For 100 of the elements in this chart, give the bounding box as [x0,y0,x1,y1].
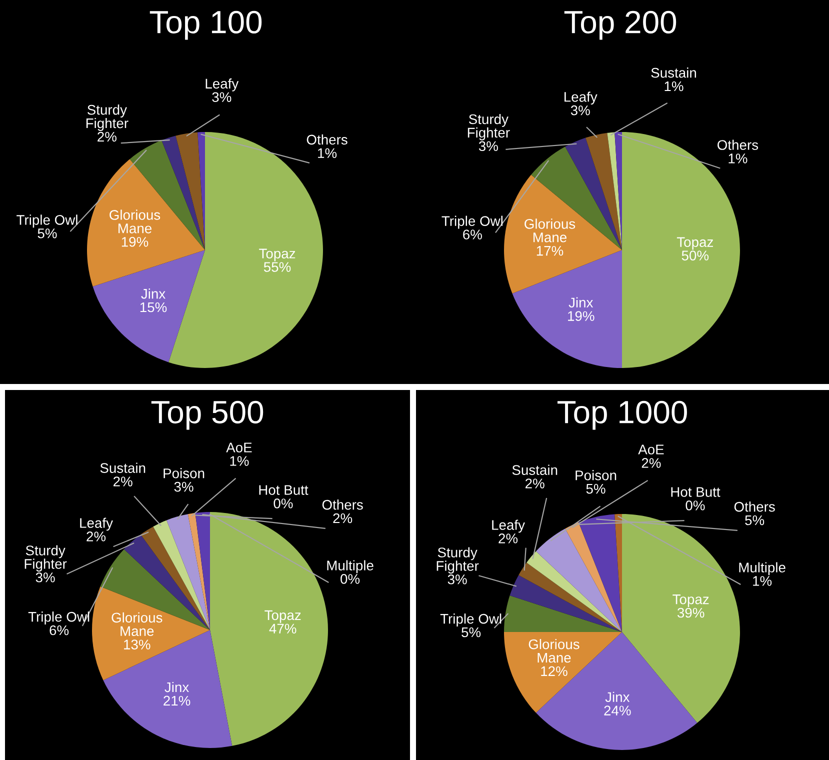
pie-slice [176,132,205,250]
data-label: 13% [124,640,150,650]
text: 0% [274,498,293,508]
slice-label: Leafy [80,518,113,531]
data-label: 19% [568,311,594,321]
slice-label: Sturdy Fighter [436,547,479,574]
pie-slice [162,136,205,250]
pie-slice [504,174,622,294]
data-label: 3% [36,572,55,582]
data-label: 2% [498,534,518,544]
data-label: 1% [753,576,772,586]
data-label: 17% [536,246,564,256]
data-label: 2% [98,132,116,142]
pie-slice [586,132,622,250]
data-label: 3% [448,574,467,584]
slice-label: Others [734,502,775,512]
data-label: 19% [122,236,148,247]
pie-slice [87,159,205,286]
pie-slice [188,512,210,630]
text: 0% [686,500,705,510]
data-label: 39% [677,608,704,618]
slice-label: Triple Owl [442,216,502,229]
pie-slice [565,522,622,632]
chart-title: Top 200 [564,10,676,40]
slice-label: Sturdy Fighter [468,114,510,140]
slice-label: Multiple [739,562,786,576]
slice-label: Poison [576,470,616,480]
slice-label: Jinx [141,288,166,299]
pie-slice [518,562,622,632]
pie-slice [510,575,622,632]
pie-slice [607,132,622,250]
slice-label: Leafy [564,92,598,105]
slice-label: Jinx [568,297,594,308]
data-label: 2% [526,478,544,488]
slice-label: Poison [164,468,204,478]
data-label: 5% [38,228,57,238]
data-label: 2% [86,532,106,542]
category-label: Multiple [327,560,374,574]
slice-label: Topaz [676,237,713,250]
slice-label: Sustain [512,464,558,475]
data-label: 1% [230,456,249,466]
data-label: 2% [333,513,352,524]
data-label: 24% [604,706,631,716]
slice-label: AoE [226,442,252,452]
data-label: 6% [463,230,482,240]
slice-label: Glorious Mane [110,210,160,234]
data-label: 21% [164,696,190,706]
data-label: 2% [642,458,661,468]
slice-label: Leafy [492,520,525,533]
data-label: 50% [682,250,709,260]
category-label: Hot Butt [671,487,720,497]
slice-label: Topaz [259,248,296,262]
slice-label: AoE [638,444,664,454]
slice-label: Triple Owl [440,614,502,626]
slice-label: Topaz [672,594,709,607]
data-label: 1% [318,148,337,158]
slice-label: Others [718,140,758,150]
data-label: 6% [50,625,69,636]
slice-label: Glorious Mane [524,218,576,242]
data-label: 1% [664,81,684,92]
text: 0% [340,574,360,584]
slice-label: Jinx [605,692,630,702]
slice-label: Sustain [100,462,146,473]
data-label: 3% [212,92,232,102]
pie-slice [195,512,210,630]
slice-label: Others [306,134,348,145]
pie-slice [578,514,622,632]
slice-label: Jinx [164,682,189,692]
slice-label: Topaz [264,610,301,623]
slice-label: Others [322,500,363,510]
pie-slice [504,596,622,632]
data-label: 5% [586,484,606,494]
slice-label: Leafy [206,78,239,92]
data-label: 15% [140,302,167,312]
category-label: Hot Butt [259,485,308,495]
data-label: 2% [114,476,132,486]
pie-slice [526,551,622,632]
slice-label: Triple Owl [16,214,78,228]
pie-slice [536,528,622,632]
data-label: 3% [478,141,498,152]
slice-label: Sturdy Fighter [86,104,128,131]
data-label: 3% [570,105,590,116]
data-label: 5% [462,627,481,638]
pie-slice [166,514,210,630]
pie-slice [210,512,328,746]
slice-label: Glorious Mane [112,612,162,636]
chart-title: Top 100 [150,10,262,40]
slice-label: Glorious Mane [528,639,580,663]
data-label: 55% [264,262,291,272]
pie-slice [92,586,210,680]
pie-slice [92,250,205,362]
slice-label: Sustain [651,68,696,78]
data-label: 5% [745,515,764,526]
slice-label: Sturdy Fighter [24,545,67,572]
data-label: 1% [728,154,748,164]
data-label: 47% [269,624,296,634]
data-label: 3% [174,482,194,492]
chart-title: Top 1000 [558,400,687,430]
data-label: 12% [541,666,568,676]
chart-title: Top 500 [151,400,264,430]
